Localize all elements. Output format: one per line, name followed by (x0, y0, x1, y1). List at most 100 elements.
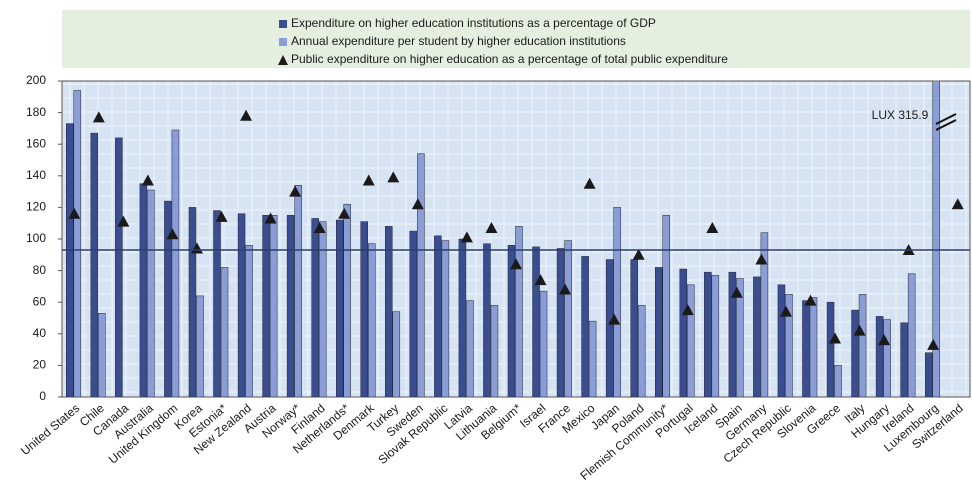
annotation: LUX 315.9 (872, 108, 929, 122)
triangle-marker (583, 177, 596, 189)
y-tick-label: 80 (33, 263, 47, 277)
triangle-marker (485, 221, 498, 233)
triangle-marker (141, 174, 154, 186)
plot-layer (66, 81, 940, 397)
y-tick-label: 120 (26, 200, 46, 214)
bar (785, 294, 793, 397)
bar (286, 215, 295, 397)
bar (630, 259, 638, 397)
bar (687, 284, 695, 397)
overlay-layer (68, 109, 964, 350)
bar (220, 267, 229, 397)
triangle-marker (730, 286, 743, 298)
triangle-marker (68, 207, 81, 219)
triangle-marker (829, 332, 842, 344)
triangle-marker (264, 212, 277, 224)
bar (802, 300, 810, 397)
bar (90, 132, 99, 397)
y-tick-label: 20 (33, 358, 47, 372)
bar (294, 185, 302, 397)
triangle-marker (681, 304, 694, 316)
bar (728, 271, 737, 397)
triangle-marker (338, 207, 351, 219)
bar (826, 301, 835, 397)
bar (196, 295, 204, 397)
triangle-marker (117, 215, 130, 227)
triangle-marker (927, 338, 940, 350)
triangle-marker (951, 198, 964, 210)
bar (875, 316, 884, 397)
bar (605, 259, 614, 397)
y-tick-label: 200 (26, 73, 46, 87)
bar (654, 267, 663, 397)
legend-label: Public expenditure on higher education a… (291, 52, 728, 66)
bar (581, 256, 589, 397)
bar (147, 189, 155, 397)
triangle-marker (534, 274, 547, 286)
bar (139, 183, 148, 397)
bar (662, 215, 670, 397)
triangle-marker (289, 185, 302, 197)
bar (441, 240, 450, 397)
triangle-marker (215, 210, 228, 222)
bar (777, 284, 786, 397)
y-tick-label: 60 (33, 294, 47, 308)
y-tick-label: 140 (26, 168, 46, 182)
y-tick-label: 180 (26, 105, 46, 119)
bar (834, 365, 842, 397)
bar (490, 305, 499, 397)
bar (171, 129, 180, 397)
bar (360, 221, 369, 397)
bar (900, 322, 908, 397)
bar (458, 238, 467, 397)
bar (409, 230, 418, 397)
bar (466, 300, 474, 397)
y-tick-label: 160 (26, 136, 46, 150)
bar (73, 90, 82, 397)
legend-swatch (279, 38, 287, 46)
triangle-marker (878, 334, 891, 346)
bar (515, 226, 523, 397)
bar (164, 200, 172, 397)
triangle-marker (166, 228, 179, 240)
triangle-marker (510, 258, 522, 270)
triangle-marker (313, 221, 326, 233)
bar (736, 278, 744, 397)
triangle-marker (559, 283, 572, 295)
bar (809, 297, 818, 397)
bar (318, 221, 327, 397)
legend-background (62, 10, 970, 68)
bar (237, 213, 246, 397)
bar (704, 271, 712, 397)
axis-break (935, 113, 957, 131)
y-tick-label: 0 (39, 389, 46, 403)
bar (932, 81, 940, 397)
bar (66, 123, 74, 397)
bar (539, 290, 548, 397)
triangle-marker (755, 253, 768, 265)
bar (679, 268, 688, 397)
legend-swatch (279, 20, 287, 28)
bar (417, 153, 425, 397)
triangle-marker (608, 313, 621, 325)
legend-swatch (278, 55, 288, 65)
bar (637, 305, 646, 397)
triangle-marker (240, 109, 253, 121)
bar (385, 226, 393, 397)
triangle-marker (411, 198, 424, 210)
triangle-marker (706, 221, 719, 233)
bar (556, 248, 565, 397)
triangle-marker (779, 305, 792, 317)
bar (213, 210, 221, 397)
bar (483, 243, 491, 397)
bar (115, 137, 123, 397)
bar (262, 215, 270, 397)
triangle-marker (853, 324, 866, 336)
triangle-marker (460, 231, 473, 243)
bar (507, 245, 516, 397)
bar (613, 207, 621, 397)
bar (98, 313, 106, 397)
x-tick-label: United States (18, 401, 82, 458)
triangle-marker (92, 111, 105, 123)
